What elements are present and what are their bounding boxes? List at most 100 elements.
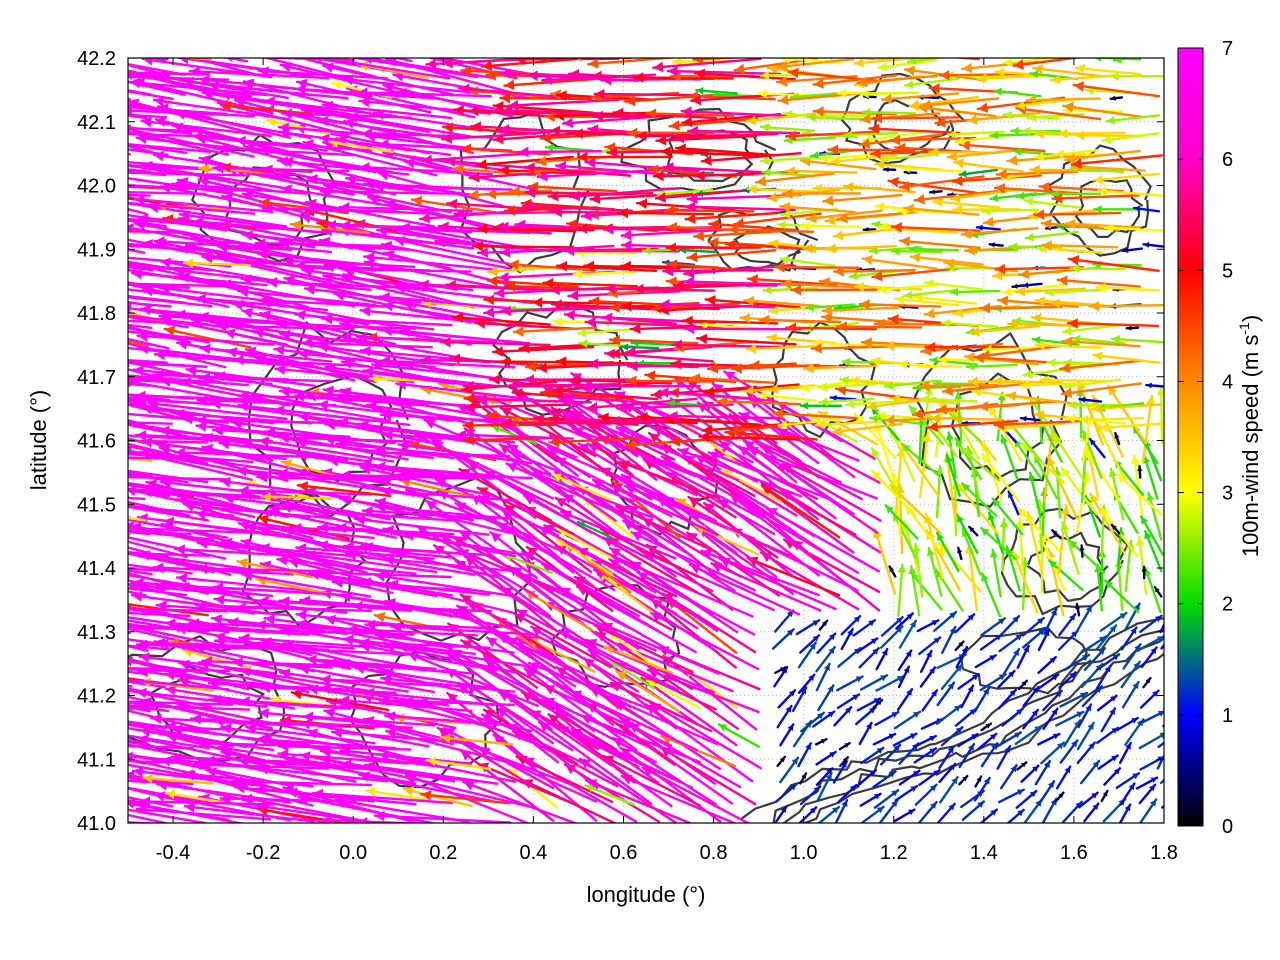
wind-vector	[128, 529, 215, 541]
wind-vector	[836, 693, 861, 710]
wind-vector	[697, 320, 760, 330]
wind-vector	[913, 747, 938, 764]
wind-vector	[908, 404, 945, 446]
wind-vector	[257, 66, 389, 80]
wind-vector	[935, 531, 960, 572]
x-tick-label: -0.4	[156, 842, 190, 864]
wind-vector	[140, 116, 272, 138]
wind-vector	[1116, 716, 1139, 732]
wind-vector	[683, 323, 803, 334]
wind-vector	[1135, 776, 1159, 790]
wind-vector	[128, 687, 153, 695]
wind-vector	[743, 295, 821, 308]
wind-vector	[128, 378, 167, 384]
wind-vector	[941, 382, 1025, 396]
wind-vector	[1000, 764, 1018, 790]
wind-vector	[128, 644, 171, 651]
wind-vector	[1115, 772, 1141, 789]
wind-vector	[190, 759, 330, 771]
wind-vector	[834, 799, 849, 823]
wind-vector	[420, 151, 536, 166]
wind-vector	[1116, 472, 1163, 516]
wind-vector	[1015, 789, 1038, 809]
wind-vector	[171, 179, 310, 195]
wind-vector	[609, 681, 713, 733]
wind-vector	[238, 696, 375, 710]
wind-vector	[259, 682, 397, 694]
wind-vector	[973, 776, 991, 802]
wind-vector	[897, 359, 963, 370]
wind-vector	[880, 92, 960, 104]
wind-vector	[128, 439, 209, 444]
wind-vector	[645, 679, 701, 709]
wind-vector	[776, 755, 787, 767]
contour-line	[610, 424, 719, 536]
wind-vector	[289, 220, 370, 235]
wind-vector	[474, 318, 578, 330]
wind-vector	[451, 312, 551, 326]
wind-vector	[785, 322, 878, 334]
wind-vector	[128, 786, 210, 805]
wind-vector	[1135, 635, 1164, 653]
wind-vector	[361, 58, 495, 80]
x-tick-label: 0.4	[519, 842, 547, 864]
wind-vector	[128, 311, 173, 325]
wind-vector	[976, 732, 998, 751]
wind-vector	[708, 219, 800, 232]
wind-vector	[981, 452, 1020, 502]
wind-vector	[969, 324, 1041, 337]
wind-vector	[128, 488, 249, 497]
wind-vector	[356, 87, 493, 98]
wind-vector	[462, 780, 578, 823]
wind-vector	[1056, 275, 1141, 288]
colorbar-title: 100m-wind speed (m s-1)	[1236, 315, 1263, 557]
colorbar-title-end: )	[1238, 315, 1263, 322]
wind-vector	[192, 216, 328, 234]
wind-vector	[128, 393, 171, 402]
wind-vector	[871, 267, 960, 282]
wind-vector	[128, 230, 189, 234]
wind-vector	[161, 22, 293, 56]
wind-vector	[1121, 680, 1140, 709]
wind-vector	[128, 505, 235, 517]
wind-vector	[1079, 635, 1108, 655]
wind-vector	[378, 355, 516, 369]
y-tick-label: 41.3	[77, 622, 116, 644]
wind-vector	[833, 705, 853, 727]
wind-vector	[128, 709, 209, 732]
wind-vector	[1075, 602, 1081, 617]
wind-vector	[686, 125, 801, 137]
wind-vector	[1153, 585, 1163, 598]
wind-vector	[420, 790, 511, 805]
wind-vector	[1144, 529, 1163, 573]
wind-vector	[893, 710, 922, 730]
wind-vector	[128, 670, 146, 675]
wind-vector	[1142, 241, 1164, 248]
x-tick-label: 0.0	[339, 842, 367, 864]
wind-vector	[974, 654, 997, 669]
wind-vector	[960, 684, 975, 709]
wind-vector	[1034, 340, 1102, 350]
wind-vector	[460, 639, 560, 695]
wind-vector	[761, 168, 815, 178]
wind-vector	[380, 673, 516, 693]
wind-vector	[554, 496, 653, 558]
wind-vector	[904, 77, 960, 89]
wind-vector	[1110, 335, 1164, 344]
wind-vector	[1118, 803, 1132, 823]
wind-vector	[980, 526, 1017, 561]
wind-vector	[238, 633, 375, 649]
wind-vector	[882, 166, 897, 173]
wind-vector	[128, 563, 193, 575]
wind-vector	[816, 771, 833, 802]
wind-vector	[681, 315, 779, 327]
wind-vector	[1103, 767, 1122, 786]
wind-vector	[717, 723, 760, 748]
wind-vector	[898, 619, 918, 649]
wind-vector	[1135, 535, 1148, 595]
wind-vector	[803, 363, 878, 374]
wind-vector	[446, 691, 536, 768]
wind-vector	[853, 282, 923, 292]
wind-vector	[800, 711, 826, 733]
wind-vector	[652, 58, 762, 73]
